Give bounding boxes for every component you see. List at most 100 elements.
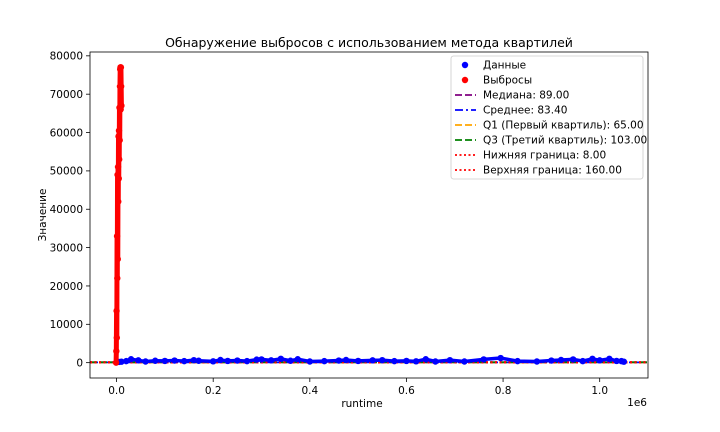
data-point-23 <box>287 357 294 364</box>
data-point-47 <box>589 355 596 363</box>
data-point-4 <box>123 357 130 365</box>
data-point-26 <box>321 357 328 365</box>
y-tick-label-7: 60000 <box>50 127 83 139</box>
data-point-44 <box>557 356 565 364</box>
x-tick-label-2: 0.2 <box>205 385 222 397</box>
legend-marker-2 <box>461 76 469 84</box>
data-series-line <box>116 356 625 364</box>
data-point-13 <box>195 357 202 364</box>
data-point-5 <box>127 356 135 363</box>
data-point-11 <box>181 357 188 365</box>
outlier-point-16 <box>116 137 123 144</box>
outlier-point-8 <box>114 255 121 263</box>
data-point-25 <box>306 358 314 365</box>
data-point-8 <box>152 357 159 364</box>
data-point-21 <box>267 357 275 364</box>
data-point-19 <box>253 356 260 363</box>
legend-box <box>450 55 644 180</box>
data-point-22 <box>277 355 285 363</box>
legend-label-8: Верхняя граница: 160.00 <box>483 165 622 177</box>
data-point-37 <box>446 356 454 364</box>
y-tick-label-2: 10000 <box>50 319 83 331</box>
data-point-33 <box>403 357 410 365</box>
data-point-42 <box>533 358 541 365</box>
data-point-24 <box>294 356 301 363</box>
outlier-point-14 <box>116 156 123 163</box>
y-tick-label-8: 70000 <box>50 89 83 101</box>
data-point-15 <box>217 356 224 364</box>
outlier-point-6 <box>114 275 121 282</box>
outlier-point-13 <box>115 127 123 134</box>
data-point-17 <box>234 357 241 364</box>
data-point-14 <box>209 358 217 365</box>
y-tick-label-5: 40000 <box>50 204 83 216</box>
y-tick-label-9: 80000 <box>50 51 83 63</box>
plot-area <box>90 64 648 366</box>
data-point-49 <box>606 355 613 363</box>
data-point-46 <box>579 357 586 365</box>
data-point-9 <box>161 357 169 365</box>
outlier-point-23 <box>118 102 125 109</box>
data-point-45 <box>569 356 577 363</box>
data-point-6 <box>135 357 142 364</box>
x-tick-label-1: 0.0 <box>108 385 125 397</box>
x-tick-label-5: 0.8 <box>495 385 512 397</box>
legend-label-6: Q3 (Третий квартиль): 103.00 <box>483 135 647 147</box>
legend-label-7: Нижняя граница: 8.00 <box>483 150 606 162</box>
x-tick-label-6: 1.0 <box>591 385 608 397</box>
outlier-point-4 <box>113 334 121 341</box>
y-tick-label-1: 0 <box>76 357 83 369</box>
data-point-38 <box>461 358 468 365</box>
data-point-48 <box>596 357 603 364</box>
y-axis-label: Значение <box>37 189 49 242</box>
outlier-point-9 <box>114 163 122 171</box>
outlier-point-3 <box>113 307 120 315</box>
x-tick-label-3: 0.4 <box>301 385 318 397</box>
data-point-39 <box>480 356 487 363</box>
data-point-20 <box>258 356 265 363</box>
legend: Данные Выбросы Медиана: 89.00 Среднее: 83.4… <box>450 55 647 180</box>
data-point-32 <box>391 357 398 365</box>
data-point-28 <box>342 356 350 364</box>
data-point-12 <box>190 356 198 364</box>
data-point-27 <box>335 357 343 364</box>
data-point-50 <box>613 357 620 365</box>
legend-label-2: Выбросы <box>483 75 532 87</box>
data-point-10 <box>171 357 178 364</box>
data-point-31 <box>379 356 386 364</box>
y-tick-label-6: 50000 <box>50 166 83 178</box>
plot-frame <box>89 51 649 379</box>
outlier-point-22 <box>117 83 125 90</box>
data-point-3 <box>118 358 125 365</box>
outlier-point-12 <box>115 175 122 182</box>
legend-label-5: Q1 (Первый квартиль): 65.00 <box>483 120 644 132</box>
data-point-36 <box>432 358 439 365</box>
x-tick-label-4: 0.6 <box>398 385 415 397</box>
outlier-point-10 <box>115 198 122 205</box>
axes: 0.0 0.2 0.4 0.6 0.8 1.0 0 10000 20000 30000 40000 5… <box>50 51 608 397</box>
data-point-7 <box>142 358 149 365</box>
data-point-40 <box>497 354 504 362</box>
data-point-29 <box>354 357 362 365</box>
legend-label-4: Среднее: 83.40 <box>483 105 567 117</box>
outlier-point-2 <box>113 347 120 355</box>
chart-title: Обнаружение выбросов с использованием ме… <box>165 35 573 50</box>
data-point-16 <box>224 357 231 365</box>
data-point-34 <box>412 358 420 365</box>
outlier-point-21 <box>117 64 125 71</box>
y-tick-label-4: 30000 <box>50 242 83 254</box>
legend-label-3: Медиана: 89.00 <box>483 90 569 102</box>
data-point-43 <box>548 357 555 364</box>
outlier-point-1 <box>112 359 120 366</box>
data-point-52 <box>620 358 628 365</box>
legend-marker-1 <box>461 61 469 69</box>
data-point-18 <box>243 357 251 365</box>
y-tick-label-3: 20000 <box>50 281 83 293</box>
outlier-point-5 <box>113 232 121 240</box>
data-point-30 <box>369 357 376 364</box>
x-axis-label: runtime <box>341 398 382 410</box>
x-axis-offset-label: 1e6 <box>627 397 647 409</box>
data-point-41 <box>514 357 521 365</box>
legend-label-1: Данные <box>483 60 526 72</box>
